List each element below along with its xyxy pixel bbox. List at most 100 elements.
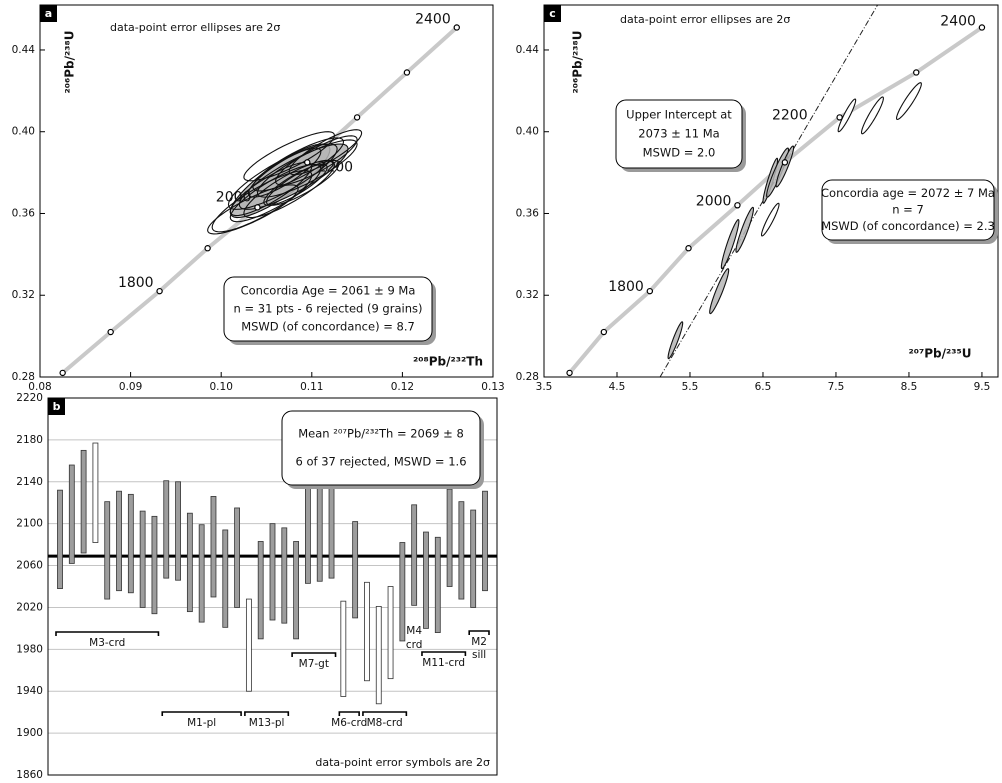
group-bracket: [161, 711, 242, 716]
error-bar: [163, 480, 170, 579]
panel-label-box: [48, 398, 65, 415]
y-tick-label: 2100: [16, 518, 43, 530]
error-bar: [80, 449, 87, 554]
error-ellipse: [837, 98, 857, 133]
y-tick-label: 2020: [16, 601, 43, 613]
concordia-point: [978, 24, 986, 31]
y-tick-label: 0.40: [516, 126, 539, 138]
result-box: [821, 179, 995, 241]
x-tick-label: 6.5: [755, 381, 772, 393]
y-tick-label: 0.44: [516, 44, 540, 56]
panel-label-box: [40, 5, 57, 22]
concordia-point: [734, 202, 741, 209]
concordia-point: [566, 369, 573, 377]
error-bar: [364, 581, 370, 682]
y-tick-label: 1900: [16, 727, 43, 739]
y-tick-label: 2140: [16, 476, 43, 488]
concordia-point: [403, 69, 411, 76]
age-label: 2400: [940, 13, 976, 29]
error-bar: [387, 586, 394, 680]
error-bar: [116, 490, 122, 592]
x-tick-label: 0.11: [300, 381, 323, 393]
group-label: M1-pl: [187, 717, 216, 729]
error-bar: [446, 488, 453, 587]
error-ellipse: [860, 96, 884, 135]
error-bar: [423, 531, 429, 629]
concordia-point: [836, 114, 843, 121]
error-ellipse: [288, 129, 363, 176]
error-bar: [139, 510, 146, 608]
y-tick-label: 1940: [16, 685, 43, 697]
x-tick-label: 0.08: [28, 381, 51, 393]
error-ellipse: [735, 206, 755, 253]
y-tick-label: 2180: [16, 434, 43, 446]
box-text: Concordia Age = 2061 ± 9 Ma: [241, 284, 416, 298]
box-text: 2073 ± 11 Ma: [638, 127, 719, 141]
y-tick-label: 0.36: [12, 207, 36, 219]
group-bracket: [421, 651, 467, 656]
error-bar: [458, 501, 465, 600]
age-label: 2200: [772, 107, 808, 123]
concordia-point: [685, 245, 692, 252]
concordia-point: [254, 204, 261, 211]
x-axis-label: ²⁰⁷Pb/²³⁵U: [908, 347, 971, 361]
error-bar: [269, 523, 276, 621]
error-bar: [68, 464, 75, 564]
error-ellipse: [667, 321, 684, 360]
error-ellipse: [760, 202, 780, 237]
error-bar: [352, 521, 359, 619]
y-tick-label: 1980: [16, 643, 43, 655]
concordia-point: [59, 369, 66, 377]
age-label: 2200: [317, 159, 353, 175]
error-ellipse: [775, 145, 795, 188]
group-bracket: [55, 631, 160, 636]
error-bar: [281, 527, 288, 624]
x-tick-label: 9.5: [974, 381, 991, 393]
error-ellipse: [256, 139, 358, 198]
error-ellipse: [263, 163, 328, 206]
x-tick-label: 0.10: [210, 381, 233, 393]
age-label: 1800: [608, 279, 644, 295]
error-ellipse: [709, 268, 730, 315]
error-bar: [92, 442, 99, 543]
y-tick-label: 0.32: [516, 289, 539, 301]
plot-frame: [47, 397, 498, 776]
panel-label: c: [549, 7, 556, 20]
group-bracket: [291, 652, 337, 657]
concordia-point: [304, 159, 311, 166]
concordia-point: [204, 245, 211, 252]
error-ellipse: [895, 82, 922, 121]
box-text: n = 31 pts - 6 rejected (9 grains): [234, 302, 423, 316]
error-bar: [411, 504, 418, 606]
result-box: [223, 276, 433, 342]
y-tick-label: 1860: [16, 769, 43, 781]
y-axis-label: ²⁰⁶Pb/²³⁸U: [571, 30, 585, 93]
x-tick-label: 8.5: [901, 381, 918, 393]
concordia-point: [646, 287, 654, 295]
age-label: 1800: [118, 275, 154, 291]
x-tick-label: 3.5: [536, 381, 553, 393]
x-tick-label: 7.5: [828, 381, 845, 393]
group-label: M13-pl: [249, 717, 285, 729]
box-text: Upper Intercept at: [626, 108, 732, 122]
y-tick-label: 0.36: [516, 207, 540, 219]
error-bar: [57, 489, 63, 589]
group-label: crd: [406, 639, 423, 651]
group-bracket: [468, 630, 490, 635]
error-bar: [434, 536, 441, 633]
error-bar: [482, 490, 488, 592]
age-label: 2400: [415, 11, 451, 27]
group-label: M2: [471, 636, 487, 648]
y-tick-label: 2060: [16, 560, 43, 572]
concordia-point: [453, 24, 460, 31]
error-bar: [210, 496, 217, 598]
group-label: sill: [472, 649, 486, 661]
x-tick-label: 0.12: [391, 381, 414, 393]
y-tick-label: 0.40: [12, 126, 35, 138]
box-text: Mean ²⁰⁷Pb/²³²Th = 2069 ± 8: [298, 426, 464, 440]
concordia-point: [913, 69, 920, 76]
error-bar: [127, 493, 134, 594]
group-bracket: [338, 711, 360, 716]
error-ellipse: [252, 137, 345, 192]
